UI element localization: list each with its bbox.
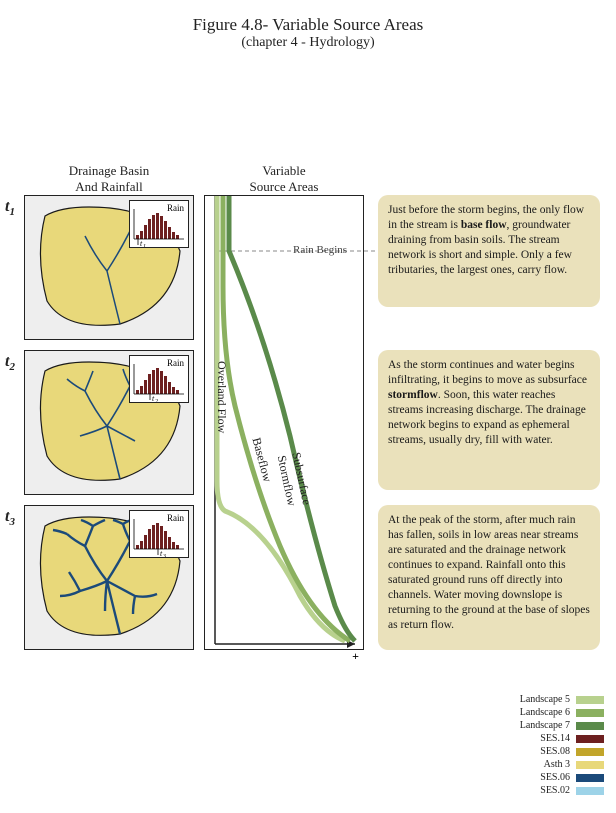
time-label-t1: t1	[5, 198, 15, 218]
col-header-left: Drainage Basin And Rainfall	[24, 163, 194, 194]
legend-row: Landscape 7	[520, 720, 604, 731]
legend-label: Landscape 5	[520, 694, 570, 705]
figure-title: Figure 4.8- Variable Source Areas	[0, 15, 616, 35]
rain-inset-t3: Rain t 3	[129, 510, 189, 558]
legend-swatch	[576, 735, 604, 743]
legend-swatch	[576, 761, 604, 769]
rain-inset-t2: Rain t 2	[129, 355, 189, 403]
legend-swatch	[576, 748, 604, 756]
legend-swatch	[576, 722, 604, 730]
legend-label: Asth 3	[544, 759, 570, 770]
legend-label: SES.14	[540, 733, 570, 744]
title-block: Figure 4.8- Variable Source Areas (chapt…	[0, 0, 616, 51]
text-box-t2: As the storm continues and water begins …	[378, 350, 600, 490]
text-box-t1: Just before the storm begins, the only f…	[378, 195, 600, 307]
col-header-mid-text: Variable Source Areas	[250, 163, 319, 194]
rain-begins-label: Rain Begins	[293, 244, 347, 256]
legend-swatch	[576, 774, 604, 782]
rain-label: Rain	[167, 513, 184, 523]
source-area-panel: Rain Begins Overland Flow Baseflow Subsu…	[204, 195, 364, 650]
legend-row: SES.14	[520, 733, 604, 744]
rain-label: Rain	[167, 358, 184, 368]
text-box-t3: At the peak of the storm, after much rai…	[378, 505, 600, 650]
label-overland: Overland Flow	[214, 361, 229, 433]
legend-label: SES.02	[540, 785, 570, 796]
legend-row: SES.06	[520, 772, 604, 783]
text-t3: At the peak of the storm, after much rai…	[388, 514, 590, 631]
time-label-t2: t2	[5, 353, 15, 373]
legend-row: SES.02	[520, 785, 604, 796]
legend-row: Landscape 5	[520, 694, 604, 705]
page: Figure 4.8- Variable Source Areas (chapt…	[0, 0, 616, 813]
legend-swatch	[576, 787, 604, 795]
svg-text:2: 2	[155, 399, 158, 402]
rain-inset-t1: Rain t 1	[129, 200, 189, 248]
svg-text:1: 1	[143, 244, 146, 247]
figure-subtitle: (chapter 4 - Hydrology)	[0, 35, 616, 51]
legend-swatch	[576, 696, 604, 704]
text-t1: Just before the storm begins, the only f…	[388, 204, 584, 276]
legend: Landscape 5 Landscape 6 Landscape 7 SES.14 S…	[520, 692, 604, 798]
col-header-mid: Variable Source Areas	[204, 163, 364, 194]
legend-row: Asth 3	[520, 759, 604, 770]
rain-label: Rain	[167, 203, 184, 213]
legend-label: SES.06	[540, 772, 570, 783]
basin-panel-t2: Rain t 2	[24, 350, 194, 495]
legend-label: Landscape 6	[520, 707, 570, 718]
axis-plus: +	[352, 649, 359, 664]
legend-row: Landscape 6	[520, 707, 604, 718]
legend-label: Landscape 7	[520, 720, 570, 731]
text-t2: As the storm continues and water begins …	[388, 359, 587, 446]
basin-panel-t1: Rain t 1	[24, 195, 194, 340]
legend-swatch	[576, 709, 604, 717]
basin-panel-t3: Rain t 3	[24, 505, 194, 650]
col-header-left-text: Drainage Basin And Rainfall	[69, 163, 150, 194]
legend-row: SES.08	[520, 746, 604, 757]
time-label-t3: t3	[5, 508, 15, 528]
svg-text:3: 3	[162, 554, 166, 557]
legend-label: SES.08	[540, 746, 570, 757]
